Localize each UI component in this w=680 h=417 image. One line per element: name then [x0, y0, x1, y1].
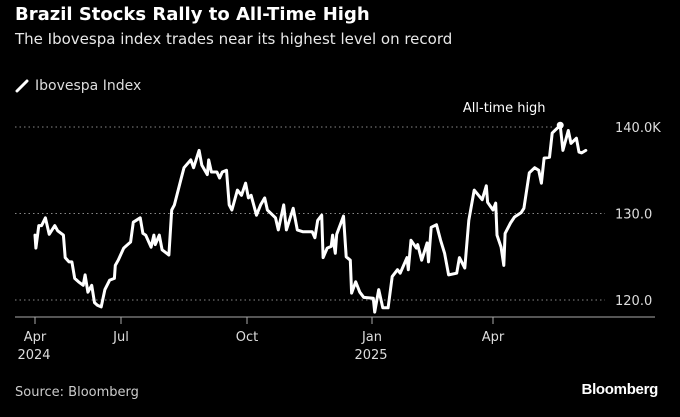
series-line-ibovespa	[33, 123, 588, 314]
y-tick-label: 120.0	[615, 294, 652, 309]
y-tick-label: 130.0	[615, 208, 652, 223]
x-tick-label: Jan	[361, 330, 382, 345]
y-tick-label: 140.0K	[615, 121, 661, 136]
source-note: Source: Bloomberg	[15, 385, 139, 400]
bloomberg-logo: Bloomberg	[581, 381, 659, 398]
x-tick-label: Apr	[24, 330, 47, 345]
all-time-high-marker	[556, 121, 564, 129]
chart-subtitle: The Ibovespa index trades near its highe…	[15, 30, 453, 48]
x-tick-year: 2025	[354, 348, 387, 363]
legend-line-icon	[15, 79, 29, 93]
x-tick-label: Jul	[112, 330, 129, 345]
legend: Ibovespa Index	[15, 78, 141, 94]
x-tick-label: Apr	[482, 330, 505, 345]
x-tick-label: Oct	[236, 330, 258, 345]
all-time-high-label: All-time high	[463, 101, 546, 116]
chart-title: Brazil Stocks Rally to All-Time High	[15, 4, 370, 25]
legend-label: Ibovespa Index	[35, 78, 142, 94]
x-tick-year: 2024	[17, 348, 50, 363]
